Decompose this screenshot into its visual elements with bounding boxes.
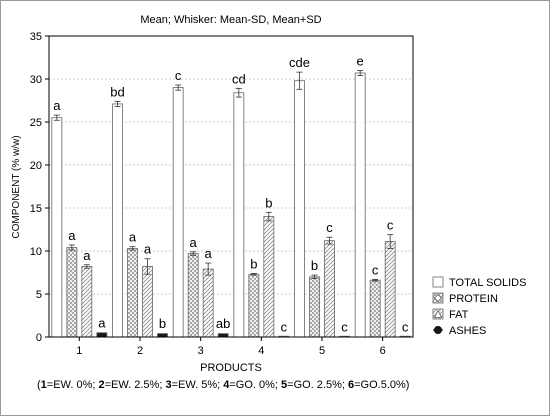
product-key-annotation: (1=EW. 0%; 2=EW. 2.5%; 3=EW. 5%; 4=GO. 0… <box>37 379 409 391</box>
bar-fat <box>263 216 275 338</box>
legend-label: FAT <box>449 309 469 321</box>
y-tick-label: 10 <box>30 246 42 258</box>
product-key-label: =EW. 0%; <box>47 379 99 391</box>
bar-fat <box>81 266 93 338</box>
bar-fat <box>202 268 214 338</box>
significance-letter: a <box>53 98 61 113</box>
significance-letter: c <box>281 319 288 334</box>
significance-letter: bd <box>110 84 124 99</box>
legend-swatch-ashes <box>433 325 442 334</box>
significance-letter: b <box>250 256 257 271</box>
legend-label: ASHES <box>449 325 486 337</box>
legend-label: TOTAL SOLIDS <box>449 277 526 289</box>
significance-letter: a <box>68 228 76 243</box>
product-key-index: 2 <box>98 379 104 391</box>
y-tick-label: 5 <box>36 289 42 301</box>
legend-swatch-total-solids <box>432 276 444 288</box>
bar-ashes <box>96 332 108 338</box>
product-key-index: 1 <box>41 379 47 391</box>
significance-letter: b <box>265 195 272 210</box>
product-key-index: 6 <box>348 379 354 391</box>
y-tick-label: 15 <box>30 203 42 215</box>
bars-layer <box>51 70 411 338</box>
x-tick-label: 6 <box>380 345 386 357</box>
bar-protein <box>309 276 320 338</box>
plot-area-frame <box>48 35 414 338</box>
significance-letter: c <box>341 319 348 334</box>
bar-total-solids <box>112 103 123 338</box>
bar-total-solids <box>51 117 63 338</box>
legend: TOTAL SOLIDS PROTEIN FAT ASHES <box>429 271 541 341</box>
legend-marker-diamond <box>433 293 443 303</box>
significance-letter: a <box>83 248 91 263</box>
significance-letter: a <box>190 235 198 250</box>
x-tick-label: 2 <box>137 345 143 357</box>
bar-protein <box>248 273 260 338</box>
significance-letter: a <box>144 242 152 257</box>
bar-fat <box>142 266 153 338</box>
product-key-index: 3 <box>165 379 171 391</box>
bar-fat <box>384 241 396 338</box>
significance-letter: a <box>129 230 137 245</box>
x-tick-label: 4 <box>258 345 264 357</box>
significance-letter: c <box>372 262 379 277</box>
bar-protein <box>187 253 199 338</box>
significance-letter: a <box>205 246 213 261</box>
y-tick-label: 0 <box>36 332 42 344</box>
bar-total-solids <box>294 80 305 338</box>
legend-box <box>429 271 541 341</box>
significance-letter: a <box>98 315 106 330</box>
product-key-label: =EW. 2.5%; <box>105 379 166 391</box>
product-key-index: 4 <box>223 379 230 391</box>
axes-layer <box>45 35 414 341</box>
x-tick-label: 5 <box>319 345 325 357</box>
chart-title: Mean; Whisker: Mean-SD, Mean+SD <box>140 14 321 26</box>
significance-letter: cd <box>232 71 246 86</box>
significance-letter: cde <box>289 55 310 70</box>
legend-marker-triangle <box>433 309 443 318</box>
bar-fat <box>324 240 335 338</box>
significance-letter: c <box>387 218 394 233</box>
significance-letter: b <box>311 258 318 273</box>
significance-letter: b <box>159 316 166 331</box>
product-key-label: =GO. 0%; <box>229 379 281 391</box>
bar-total-solids <box>233 92 245 338</box>
significance-letter: c <box>175 68 182 83</box>
legend-label: PROTEIN <box>449 293 498 305</box>
x-tick-label: 3 <box>198 345 204 357</box>
y-axis-label: COMPONENT (% w/w) <box>11 135 22 238</box>
y-tick-label: 25 <box>30 117 42 129</box>
significance-letter: c <box>326 220 333 235</box>
y-tick-label: 30 <box>30 74 42 86</box>
product-key-index: 5 <box>281 379 287 391</box>
bar-total-solids <box>172 87 184 338</box>
text-layer: Mean; Whisker: Mean-SD, Mean+SD COMPONEN… <box>11 14 409 391</box>
significance-letter: ab <box>216 316 230 331</box>
significance-letter: c <box>402 319 409 334</box>
bar-protein <box>369 279 381 338</box>
bar-protein <box>66 247 78 338</box>
x-tick-label: 1 <box>76 345 82 357</box>
product-key-label: =GO. 2.5%; <box>287 379 348 391</box>
product-key-label: =GO.5.0%) <box>354 379 409 391</box>
product-key-label: =EW. 5%; <box>172 379 224 391</box>
bar-ashes <box>217 333 229 338</box>
bar-total-solids <box>354 72 366 338</box>
y-tick-label: 35 <box>30 31 42 43</box>
bar-protein <box>127 248 138 338</box>
significance-letter: e <box>357 53 364 68</box>
y-tick-label: 20 <box>30 160 42 172</box>
x-axis-label: PRODUCTS <box>200 362 262 374</box>
bar-ashes <box>157 333 168 338</box>
